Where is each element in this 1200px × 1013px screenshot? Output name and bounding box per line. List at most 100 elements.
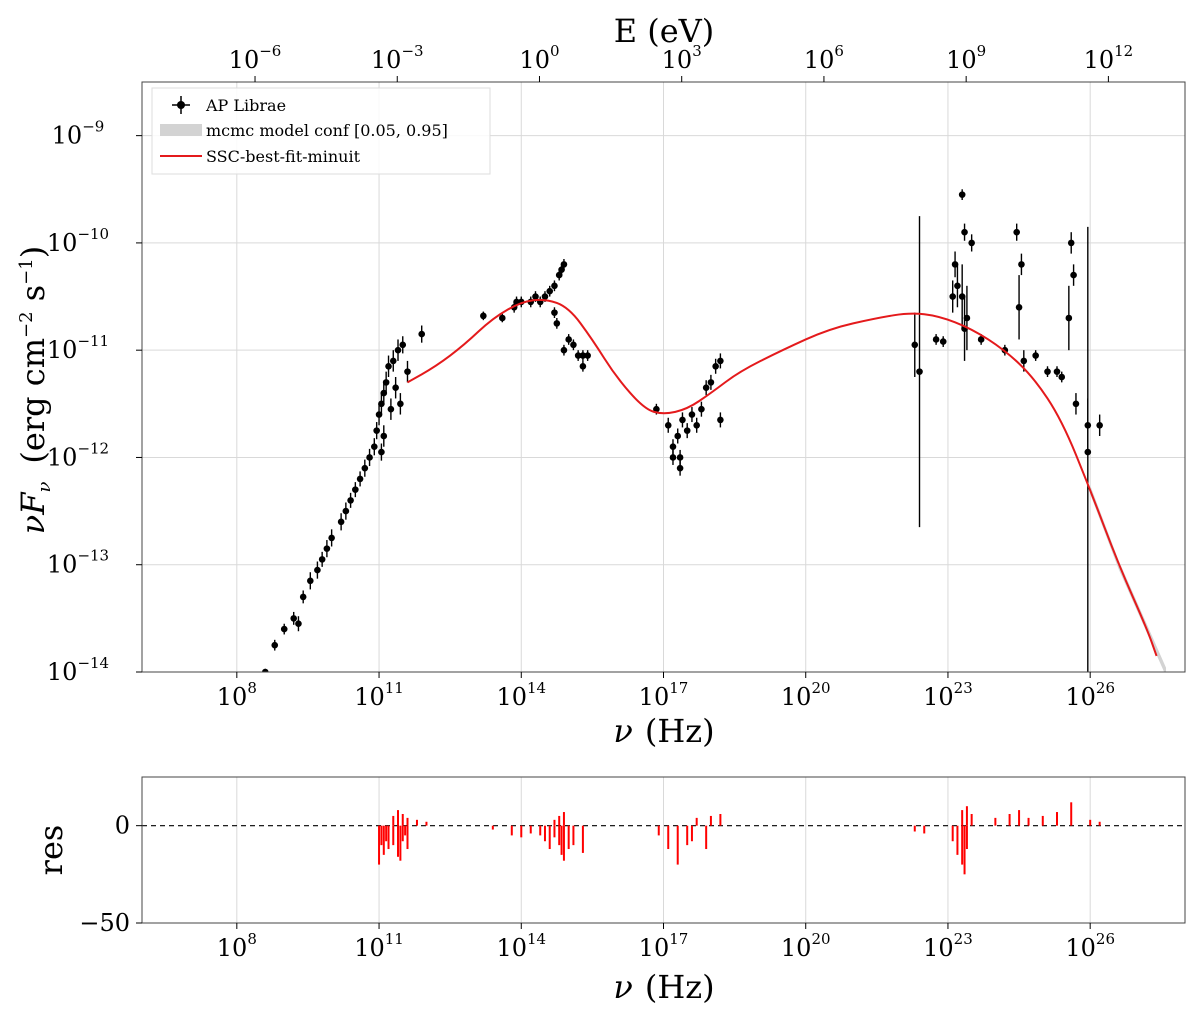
top-x-tick-label: 106 <box>804 42 844 74</box>
data-marker <box>558 266 565 274</box>
main-y-axis-title: νFν (erg cm−2 s−1) <box>14 246 55 534</box>
data-point <box>314 561 321 579</box>
top-x-tick-label: 1012 <box>1084 42 1134 74</box>
data-marker <box>299 593 307 601</box>
data-marker <box>579 352 587 359</box>
data-point <box>565 334 572 345</box>
data-marker <box>954 282 961 290</box>
data-point <box>958 264 966 329</box>
data-marker <box>698 405 705 413</box>
data-marker <box>560 261 568 268</box>
main-x-tick-label: 108 <box>217 679 257 711</box>
data-marker <box>371 443 378 451</box>
data-marker <box>712 362 719 370</box>
data-marker <box>532 293 539 300</box>
data-marker <box>1044 368 1051 375</box>
residual-x-tick-label: 108 <box>217 930 257 962</box>
data-point <box>380 425 388 447</box>
data-point <box>551 280 558 292</box>
data-marker <box>323 545 331 552</box>
data-point <box>271 639 279 651</box>
data-marker <box>352 486 359 493</box>
data-marker <box>702 384 710 392</box>
ssc-model-curve <box>406 298 1158 657</box>
residual-x-tick-label: 1023 <box>923 930 973 962</box>
data-marker <box>541 293 549 300</box>
residual-bars <box>378 802 1101 875</box>
data-marker <box>1067 239 1075 247</box>
data-marker <box>958 293 966 300</box>
data-point <box>1032 350 1039 361</box>
data-point <box>307 572 314 590</box>
data-marker <box>418 330 426 338</box>
data-point <box>261 668 269 672</box>
data-marker <box>271 641 279 649</box>
data-point <box>717 353 724 369</box>
main-x-tick-label: 1014 <box>496 679 546 711</box>
data-marker <box>707 379 715 386</box>
data-marker <box>951 261 959 268</box>
data-point <box>1096 414 1103 436</box>
data-marker <box>674 432 682 440</box>
data-marker <box>366 454 373 461</box>
data-marker <box>1084 448 1092 456</box>
data-point <box>551 307 558 318</box>
data-marker <box>318 556 326 563</box>
data-marker <box>347 497 354 504</box>
data-marker <box>375 411 383 418</box>
data-marker <box>584 352 591 359</box>
main-y-ticks: 10−9 10−10 10−11 10−12 10−13 10−14 <box>47 118 142 686</box>
main-x-tick-label: 1026 <box>1065 679 1115 711</box>
data-point <box>958 189 966 200</box>
data-point <box>404 360 411 383</box>
legend-label-mcmc: mcmc model conf [0.05, 0.95] <box>206 121 448 140</box>
data-marker <box>342 507 350 515</box>
data-point <box>387 398 395 420</box>
data-marker <box>553 320 561 327</box>
data-marker <box>1013 228 1020 236</box>
top-x-tick-label: 10−6 <box>229 42 282 74</box>
data-point <box>916 216 923 528</box>
main-x-tick-label: 1023 <box>923 679 973 711</box>
data-point <box>676 460 684 476</box>
data-marker <box>683 427 691 434</box>
data-point <box>1070 264 1077 286</box>
data-point <box>546 285 554 297</box>
data-point <box>560 259 568 270</box>
legend-band-swatch <box>160 124 202 136</box>
data-point <box>579 350 587 361</box>
data-marker <box>290 615 298 622</box>
legend-entry-ap-librae: AP Librae <box>172 96 286 115</box>
top-x-tick-label: 103 <box>662 42 702 74</box>
data-point <box>375 403 383 426</box>
data-marker <box>1015 303 1023 311</box>
data-marker <box>399 341 407 349</box>
data-marker <box>565 336 572 343</box>
data-marker <box>1032 352 1039 359</box>
data-marker <box>356 475 364 483</box>
data-point <box>397 393 404 415</box>
data-point <box>1084 226 1092 672</box>
data-marker <box>380 389 388 397</box>
data-point <box>1015 275 1023 340</box>
main-y-tick-label: 10−12 <box>47 439 109 471</box>
data-marker <box>1072 400 1080 408</box>
top-x-tick-label: 100 <box>519 42 559 74</box>
data-point <box>553 318 561 329</box>
data-point <box>911 312 919 377</box>
residual-y-ticks: 0 −50 <box>79 812 142 937</box>
res-x-axis-unit: (Hz) <box>645 968 715 1006</box>
data-point <box>669 449 677 465</box>
data-marker <box>389 357 397 365</box>
y-axis-unit-exp2: −1 <box>16 258 37 285</box>
data-point <box>1018 253 1025 276</box>
data-marker <box>328 534 335 542</box>
data-marker <box>676 464 684 472</box>
main-y-tick-label: 10−10 <box>47 225 109 257</box>
data-point <box>299 590 307 604</box>
data-marker <box>570 341 577 349</box>
data-point <box>1065 285 1073 351</box>
data-point <box>394 339 402 361</box>
main-x-axis-title: ν (Hz) <box>613 712 714 750</box>
